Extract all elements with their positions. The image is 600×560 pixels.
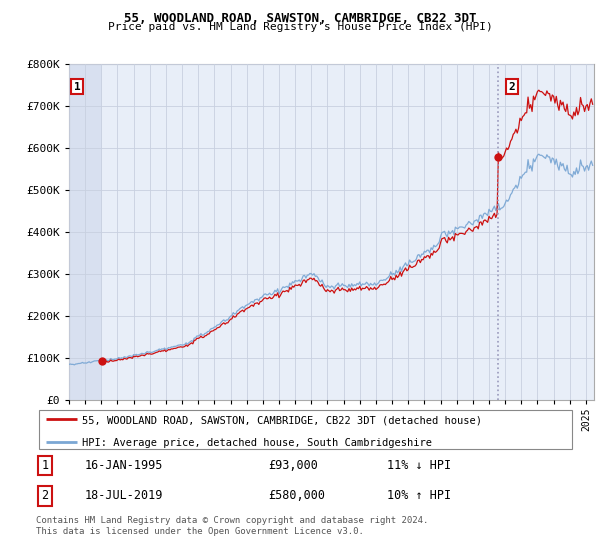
Bar xyxy=(69,64,102,400)
Text: HPI: Average price, detached house, South Cambridgeshire: HPI: Average price, detached house, Sout… xyxy=(82,438,432,448)
Text: 55, WOODLAND ROAD, SAWSTON, CAMBRIDGE, CB22 3DT: 55, WOODLAND ROAD, SAWSTON, CAMBRIDGE, C… xyxy=(124,12,476,25)
Text: 16-JAN-1995: 16-JAN-1995 xyxy=(85,459,163,472)
Text: Contains HM Land Registry data © Crown copyright and database right 2024.
This d: Contains HM Land Registry data © Crown c… xyxy=(36,516,428,536)
Text: £93,000: £93,000 xyxy=(268,459,318,472)
Text: £580,000: £580,000 xyxy=(268,489,325,502)
Text: 10% ↑ HPI: 10% ↑ HPI xyxy=(387,489,451,502)
Text: 18-JUL-2019: 18-JUL-2019 xyxy=(85,489,163,502)
FancyBboxPatch shape xyxy=(39,410,572,449)
Bar xyxy=(69,64,102,400)
Text: 2: 2 xyxy=(41,489,49,502)
Text: 2: 2 xyxy=(508,82,515,92)
Text: 1: 1 xyxy=(41,459,49,472)
Text: 11% ↓ HPI: 11% ↓ HPI xyxy=(387,459,451,472)
Text: 1: 1 xyxy=(74,82,80,92)
Text: 55, WOODLAND ROAD, SAWSTON, CAMBRIDGE, CB22 3DT (detached house): 55, WOODLAND ROAD, SAWSTON, CAMBRIDGE, C… xyxy=(82,416,482,426)
Text: Price paid vs. HM Land Registry's House Price Index (HPI): Price paid vs. HM Land Registry's House … xyxy=(107,22,493,32)
